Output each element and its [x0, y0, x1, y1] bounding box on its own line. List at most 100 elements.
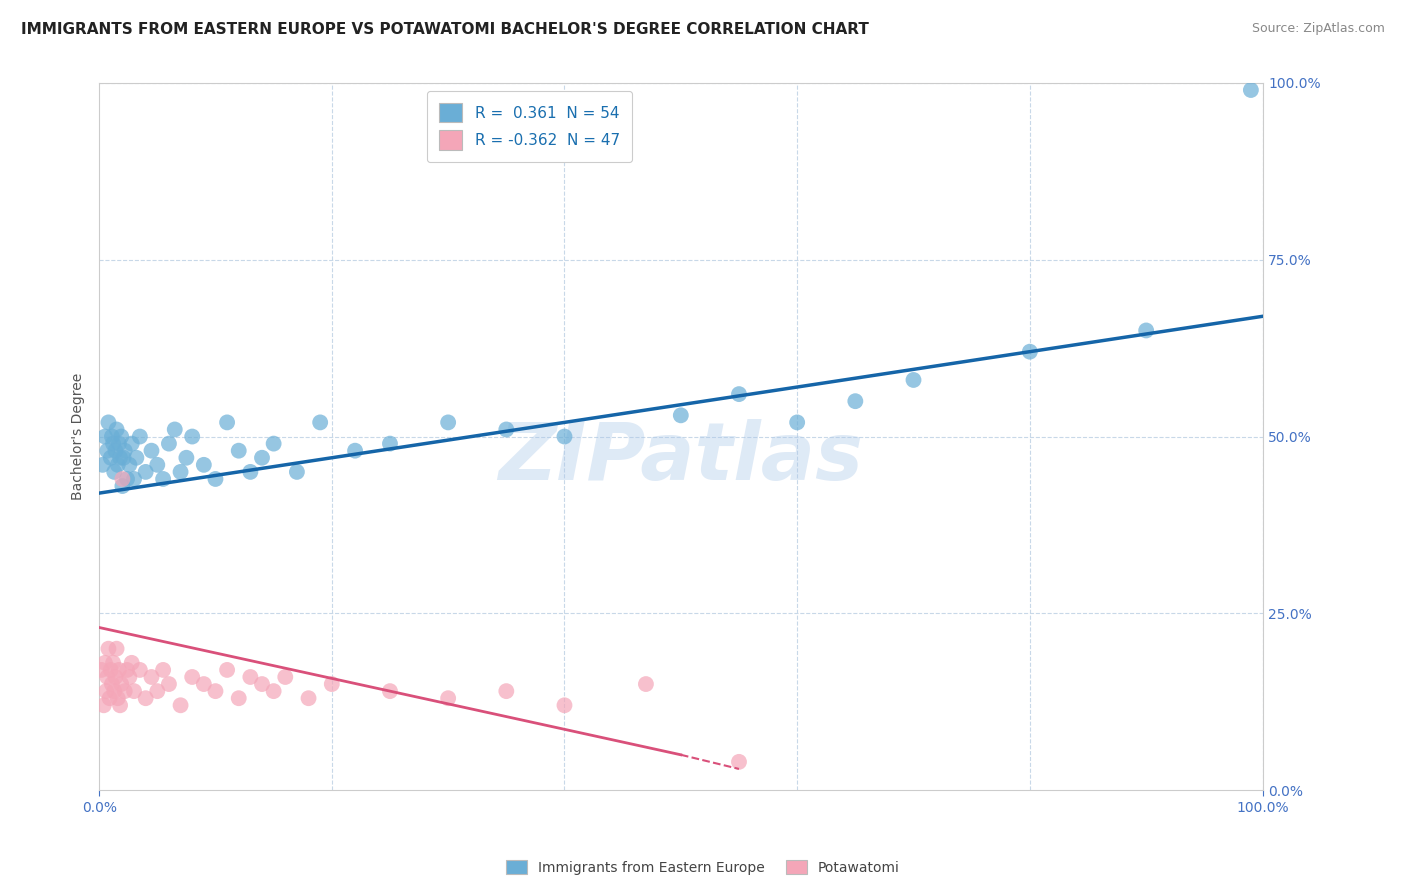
Text: ZIPatlas: ZIPatlas [498, 418, 863, 497]
Point [135, 465, 157, 479]
Point [107, 691, 129, 706]
Point [101, 429, 124, 443]
Point [128, 429, 150, 443]
Point [115, 472, 138, 486]
Point [321, 677, 343, 691]
Point [669, 409, 692, 423]
Point [94, 429, 117, 443]
Point [553, 429, 575, 443]
Point [103, 465, 125, 479]
Point [111, 479, 134, 493]
Point [228, 443, 250, 458]
Point [97, 416, 120, 430]
Point [239, 670, 262, 684]
Point [297, 691, 319, 706]
Point [101, 656, 124, 670]
Point [495, 684, 517, 698]
Point [91, 458, 114, 472]
Point [903, 373, 925, 387]
Point [141, 443, 163, 458]
Point [285, 465, 308, 479]
Point [728, 755, 751, 769]
Point [239, 465, 262, 479]
Point [553, 698, 575, 713]
Point [112, 450, 135, 465]
Point [125, 450, 148, 465]
Point [101, 436, 124, 450]
Point [163, 422, 186, 436]
Point [110, 429, 132, 443]
Point [104, 670, 127, 684]
Point [309, 416, 332, 430]
Point [495, 422, 517, 436]
Point [96, 443, 118, 458]
Point [97, 641, 120, 656]
Point [115, 663, 138, 677]
Point [217, 663, 239, 677]
Point [141, 670, 163, 684]
Point [378, 684, 401, 698]
Point [217, 416, 239, 430]
Point [634, 677, 657, 691]
Point [157, 436, 180, 450]
Point [104, 443, 127, 458]
Point [844, 394, 866, 409]
Point [204, 684, 226, 698]
Point [157, 677, 180, 691]
Point [728, 387, 751, 401]
Point [152, 663, 174, 677]
Point [107, 458, 129, 472]
Point [108, 450, 131, 465]
Point [176, 450, 198, 465]
Point [152, 472, 174, 486]
Point [98, 691, 121, 706]
Point [90, 663, 112, 677]
Point [228, 691, 250, 706]
Point [437, 416, 460, 430]
Point [100, 450, 122, 465]
Point [105, 422, 128, 436]
Point [122, 472, 145, 486]
Point [101, 677, 124, 691]
Point [146, 458, 169, 472]
Legend: R =  0.361  N = 54, R = -0.362  N = 47: R = 0.361 N = 54, R = -0.362 N = 47 [427, 91, 631, 162]
Point [110, 677, 132, 691]
Text: Source: ZipAtlas.com: Source: ZipAtlas.com [1251, 22, 1385, 36]
Y-axis label: Bachelor's Degree: Bachelor's Degree [72, 373, 86, 500]
Point [250, 677, 273, 691]
Point [169, 698, 191, 713]
Point [103, 684, 125, 698]
Point [118, 670, 141, 684]
Point [204, 472, 226, 486]
Point [437, 691, 460, 706]
Point [118, 458, 141, 472]
Point [378, 436, 401, 450]
Point [96, 670, 118, 684]
Point [108, 436, 131, 450]
Point [274, 670, 297, 684]
Point [135, 691, 157, 706]
Point [1240, 83, 1263, 97]
Point [111, 472, 134, 486]
Point [181, 670, 204, 684]
Point [121, 436, 143, 450]
Point [786, 416, 808, 430]
Point [169, 465, 191, 479]
Point [94, 656, 117, 670]
Point [105, 641, 128, 656]
Point [121, 656, 143, 670]
Point [122, 684, 145, 698]
Point [263, 436, 285, 450]
Point [146, 684, 169, 698]
Point [108, 698, 131, 713]
Point [128, 663, 150, 677]
Text: IMMIGRANTS FROM EASTERN EUROPE VS POTAWATOMI BACHELOR'S DEGREE CORRELATION CHART: IMMIGRANTS FROM EASTERN EUROPE VS POTAWA… [21, 22, 869, 37]
Point [263, 684, 285, 698]
Point [193, 458, 215, 472]
Point [1018, 344, 1040, 359]
Point [344, 443, 367, 458]
Legend: Immigrants from Eastern Europe, Potawatomi: Immigrants from Eastern Europe, Potawato… [501, 855, 905, 880]
Point [181, 429, 204, 443]
Point [114, 684, 136, 698]
Point [108, 663, 131, 677]
